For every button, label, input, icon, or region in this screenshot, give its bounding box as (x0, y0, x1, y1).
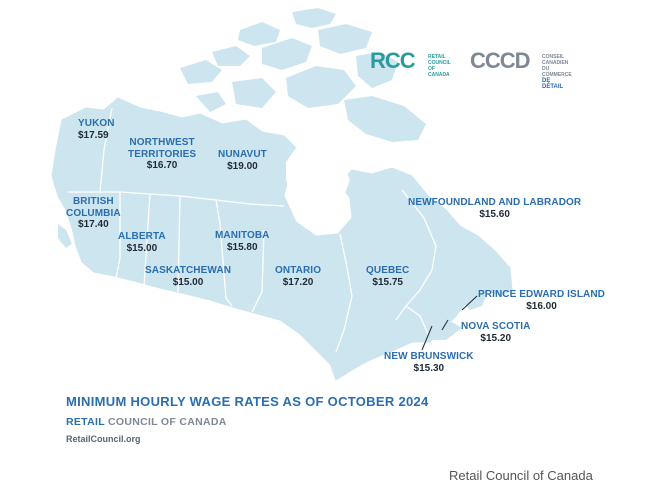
province-wage: $15.30 (413, 362, 445, 374)
province-name: MANITOBA (215, 230, 270, 241)
nova-scotia-land (432, 322, 462, 340)
provincial-borders (68, 107, 437, 353)
label-prince-edward-island: PRINCE EDWARD ISLAND $16.00 (478, 289, 605, 312)
website-link[interactable]: RetailCouncil.org (66, 434, 141, 444)
province-name: SASKATCHEWAN (145, 265, 232, 276)
province-name: YUKON (78, 118, 115, 129)
hudson-bay (286, 146, 350, 228)
label-ontario: ONTARIO $17.20 (275, 265, 321, 288)
province-name-line2: TERRITORIES (128, 148, 197, 160)
org-word-retail: RETAIL (66, 416, 105, 428)
label-alberta: ALBERTA $15.00 (118, 231, 166, 254)
label-yukon: YUKON $17.59 (78, 118, 115, 141)
label-nova-scotia: NOVA SCOTIA $15.20 (461, 321, 530, 344)
organization-name: RETAIL COUNCIL OF CANADA (66, 416, 227, 428)
province-wage: $15.00 (172, 276, 204, 288)
vancouver-island (58, 224, 72, 248)
province-name: NEW BRUNSWICK (384, 351, 474, 362)
cccd-logo-text: CONSEIL CANADIEN DU COMMERCE DE DÉTAIL (542, 54, 572, 90)
province-wage: $15.00 (126, 242, 158, 254)
province-wage: $15.20 (480, 332, 512, 344)
rcc-line2: COUNCIL (428, 60, 451, 66)
province-name: NEWFOUNDLAND AND LABRADOR (408, 197, 582, 208)
rcc-line1: RETAIL (428, 54, 446, 60)
cccd-line1: CONSEIL CANADIEN (542, 54, 569, 66)
rcc-line3: OF CANADA (428, 66, 450, 78)
province-name: ALBERTA (118, 231, 166, 242)
province-name-line1: NORTHWEST (129, 137, 195, 148)
arctic-islands (180, 8, 426, 142)
province-wage: $15.60 (479, 208, 510, 220)
province-name: NUNAVUT (218, 149, 267, 160)
province-wage: $17.20 (282, 276, 314, 288)
org-word-council: COUNCIL OF CANADA (107, 416, 227, 428)
mainland (51, 97, 513, 381)
province-name: NOVA SCOTIA (461, 321, 531, 332)
province-name-line2: COLUMBIA (66, 207, 121, 219)
province-name: QUEBEC (366, 265, 410, 276)
map-title: MINIMUM HOURLY WAGE RATES AS OF OCTOBER … (66, 394, 429, 409)
label-northwest-territories: NORTHWEST TERRITORIES $16.70 (128, 137, 196, 172)
label-nunavut: NUNAVUT $19.00 (218, 149, 267, 172)
cccd-logo-mark: CCCD (470, 48, 531, 73)
image-credit: Retail Council of Canada (449, 468, 593, 483)
province-wage: $17.59 (78, 129, 109, 141)
label-manitoba: MANITOBA $15.80 (215, 230, 270, 253)
label-british-columbia: BRITISH COLUMBIA $17.40 (66, 196, 121, 231)
leader-lines (421, 295, 478, 351)
newfoundland-island (460, 282, 488, 310)
label-new-brunswick: NEW BRUNSWICK $15.30 (384, 351, 474, 374)
province-wage: $15.80 (226, 241, 258, 253)
label-newfoundland-and-labrador: NEWFOUNDLAND AND LABRADOR $15.60 (408, 197, 581, 220)
label-saskatchewan: SASKATCHEWAN $15.00 (145, 265, 231, 288)
province-name: PRINCE EDWARD ISLAND (478, 289, 606, 300)
province-wage: $17.40 (78, 219, 109, 230)
province-wage: $16.00 (526, 300, 557, 312)
province-wage: $16.70 (146, 160, 178, 171)
province-wage: $15.75 (372, 276, 403, 288)
province-name-line1: BRITISH (72, 196, 114, 207)
cccd-line2: DU COMMERCE (542, 66, 572, 78)
cccd-line3: DE DÉTAIL (542, 78, 564, 90)
province-wage: $19.00 (227, 160, 258, 172)
rcc-logo-mark: RCC (370, 48, 416, 73)
province-name: ONTARIO (275, 265, 322, 276)
rcc-logo-text: RETAIL COUNCIL OF CANADA (428, 54, 451, 78)
label-quebec: QUEBEC $15.75 (366, 265, 409, 288)
